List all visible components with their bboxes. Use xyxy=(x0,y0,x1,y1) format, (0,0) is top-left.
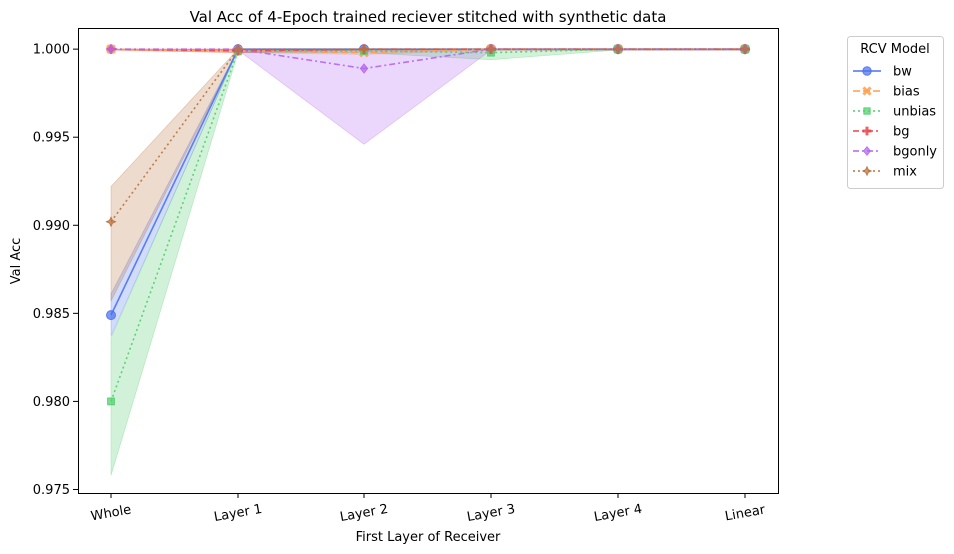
x-axis-label: First Layer of Receiver xyxy=(356,530,501,545)
series-line-bgonly xyxy=(111,48,745,70)
y-axis-label: Val Acc xyxy=(9,238,24,285)
legend-marker-bgonly xyxy=(862,145,872,157)
legend-marker-bg xyxy=(862,126,872,136)
data-point-mix xyxy=(612,43,624,55)
data-point-bw xyxy=(106,310,116,321)
legend-marker-bias xyxy=(862,86,872,96)
y-tick-label: 0.980 xyxy=(33,395,70,410)
data-point-mix xyxy=(485,43,497,55)
x-tick-label: Layer 4 xyxy=(593,502,644,525)
legend-label-bw: bw xyxy=(893,65,912,80)
x-axis-ticks: Whole Layer 1 Layer 2 Layer 3 Layer 4 Linear xyxy=(90,493,767,525)
data-point-mix xyxy=(739,43,751,55)
series-line-mix xyxy=(110,48,745,223)
legend-label-bg: bg xyxy=(893,125,910,140)
legend-label-mix: mix xyxy=(893,165,917,180)
data-point-mix xyxy=(232,43,244,55)
legend-label-unbias: unbias xyxy=(893,105,936,120)
data-point-bgonly xyxy=(106,43,116,55)
confidence-bands xyxy=(110,48,746,476)
x-tick-label: Whole xyxy=(90,503,133,525)
series-line-bias xyxy=(110,48,745,54)
x-tick-label: Layer 2 xyxy=(339,502,390,525)
series-line-unbias xyxy=(110,48,745,402)
data-point-unbias xyxy=(107,397,115,406)
data-point-mix xyxy=(105,216,117,228)
y-axis-ticks: 0.975 0.980 0.985 0.990 0.995 1.000 xyxy=(33,43,78,498)
legend: RCV Model bw bias unbias bg bgonly mix xyxy=(847,36,944,189)
data-point-mix xyxy=(358,43,370,55)
legend-label-bgonly: bgonly xyxy=(893,145,937,160)
x-tick-label: Layer 1 xyxy=(213,502,264,525)
y-tick-label: 0.995 xyxy=(33,131,70,146)
legend-marker-bw xyxy=(862,66,872,76)
chart-title: Val Acc of 4-Epoch trained reciever stit… xyxy=(190,8,667,26)
data-point-bgonly xyxy=(359,63,369,74)
x-tick-label: Linear xyxy=(724,502,767,524)
legend-title: RCV Model xyxy=(860,42,930,57)
y-tick-label: 0.990 xyxy=(33,219,70,234)
x-tick-label: Layer 3 xyxy=(466,502,517,525)
y-tick-label: 0.985 xyxy=(33,307,70,322)
series-lines xyxy=(110,48,745,402)
y-tick-label: 1.000 xyxy=(33,43,70,58)
legend-label-bias: bias xyxy=(893,85,920,100)
plot-frame xyxy=(78,28,779,494)
y-tick-label: 0.975 xyxy=(33,483,70,498)
legend-marker-mix xyxy=(861,165,873,177)
series-markers xyxy=(105,43,751,406)
legend-marker-unbias xyxy=(863,107,871,115)
